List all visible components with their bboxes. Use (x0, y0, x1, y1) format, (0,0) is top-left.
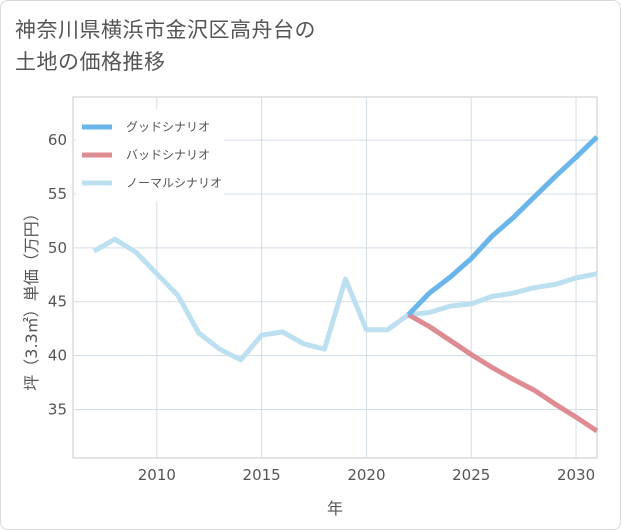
grid (73, 97, 597, 458)
y-tick-label-55: 55 (48, 185, 67, 203)
series-line-1 (407, 312, 599, 434)
series-lines (92, 135, 599, 434)
y-tick-label-45: 45 (48, 293, 67, 311)
series-line-2 (92, 236, 598, 363)
x-tick-label-2025: 2025 (452, 466, 490, 484)
x-tick-label-2020: 2020 (347, 466, 385, 484)
legend-label-0: グッドシナリオ (126, 120, 210, 134)
title-line-2: 土地の価格推移 (15, 50, 166, 74)
x-tick-label-2015: 2015 (243, 466, 281, 484)
series-line-0 (406, 135, 599, 317)
title-line-1: 神奈川県横浜市金沢区高舟台の (15, 18, 316, 42)
legend-label-1: バッドシナリオ (126, 148, 210, 162)
tick-labels: 2010 2015 2020 2025 2030 35 40 45 50 55 60 (48, 131, 595, 484)
chart-title: 神奈川県横浜市金沢区高舟台の 土地の価格推移 (15, 14, 316, 78)
y-tick-label-40: 40 (48, 347, 67, 365)
x-tick-label-2030: 2030 (557, 466, 595, 484)
y-tick-label-60: 60 (48, 131, 67, 149)
y-tick-label-50: 50 (48, 239, 67, 257)
x-tick-label-2010: 2010 (138, 466, 176, 484)
y-axis-label: 坪（3.3㎡）単価（万円） (22, 205, 41, 390)
legend-label-2: ノーマルシナリオ (126, 176, 222, 190)
y-tick-label-35: 35 (48, 401, 67, 419)
x-axis-label: 年 (327, 499, 343, 518)
